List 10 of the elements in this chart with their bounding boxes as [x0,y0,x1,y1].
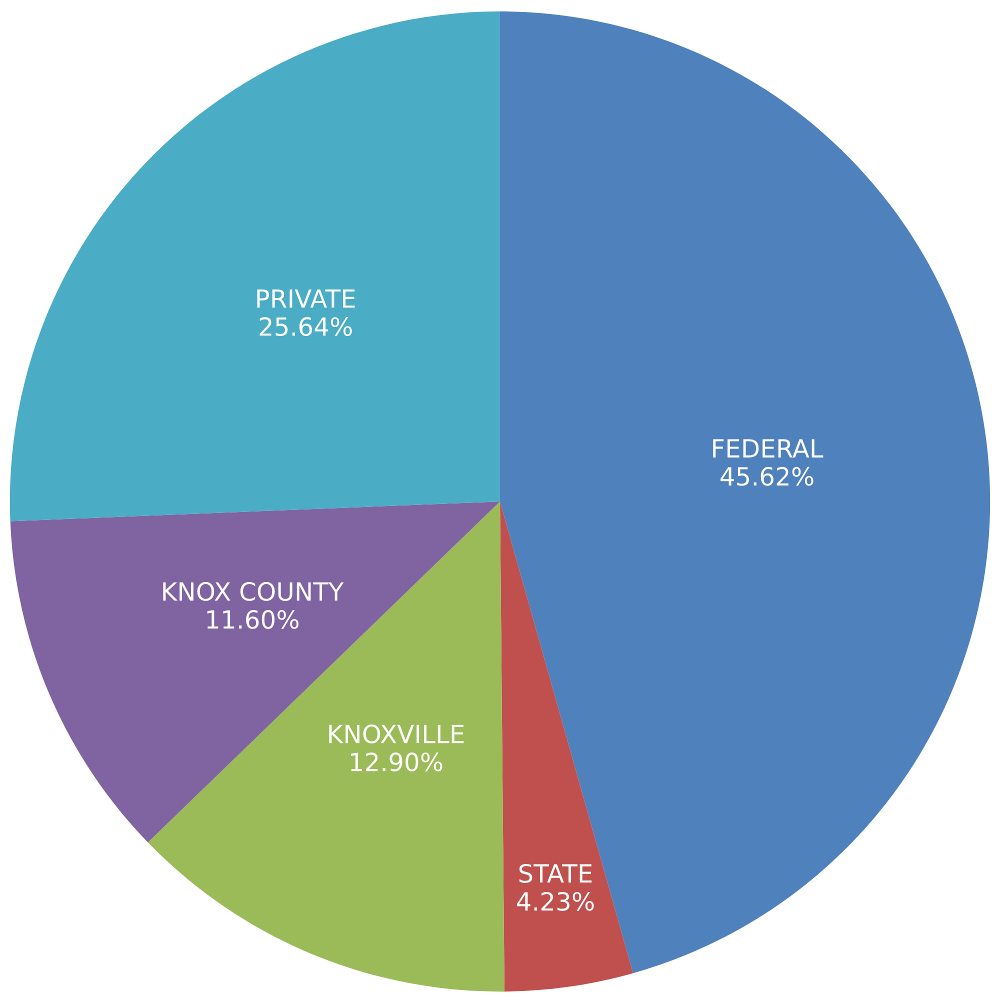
slice-label: FEDERAL [713,439,824,458]
slice-label: STATE [519,864,592,883]
data-label: 11.60% [207,610,299,629]
data-label: 12.90% [351,752,442,772]
slice-label: KNOXVILLE [329,724,464,744]
data-label: 4.23% [517,892,594,911]
data-label: 25.64% [260,317,352,336]
slice-label: KNOX COUNTY [163,582,344,601]
data-label: 45.62% [720,466,814,486]
slice-label: PRIVATE [257,289,355,308]
